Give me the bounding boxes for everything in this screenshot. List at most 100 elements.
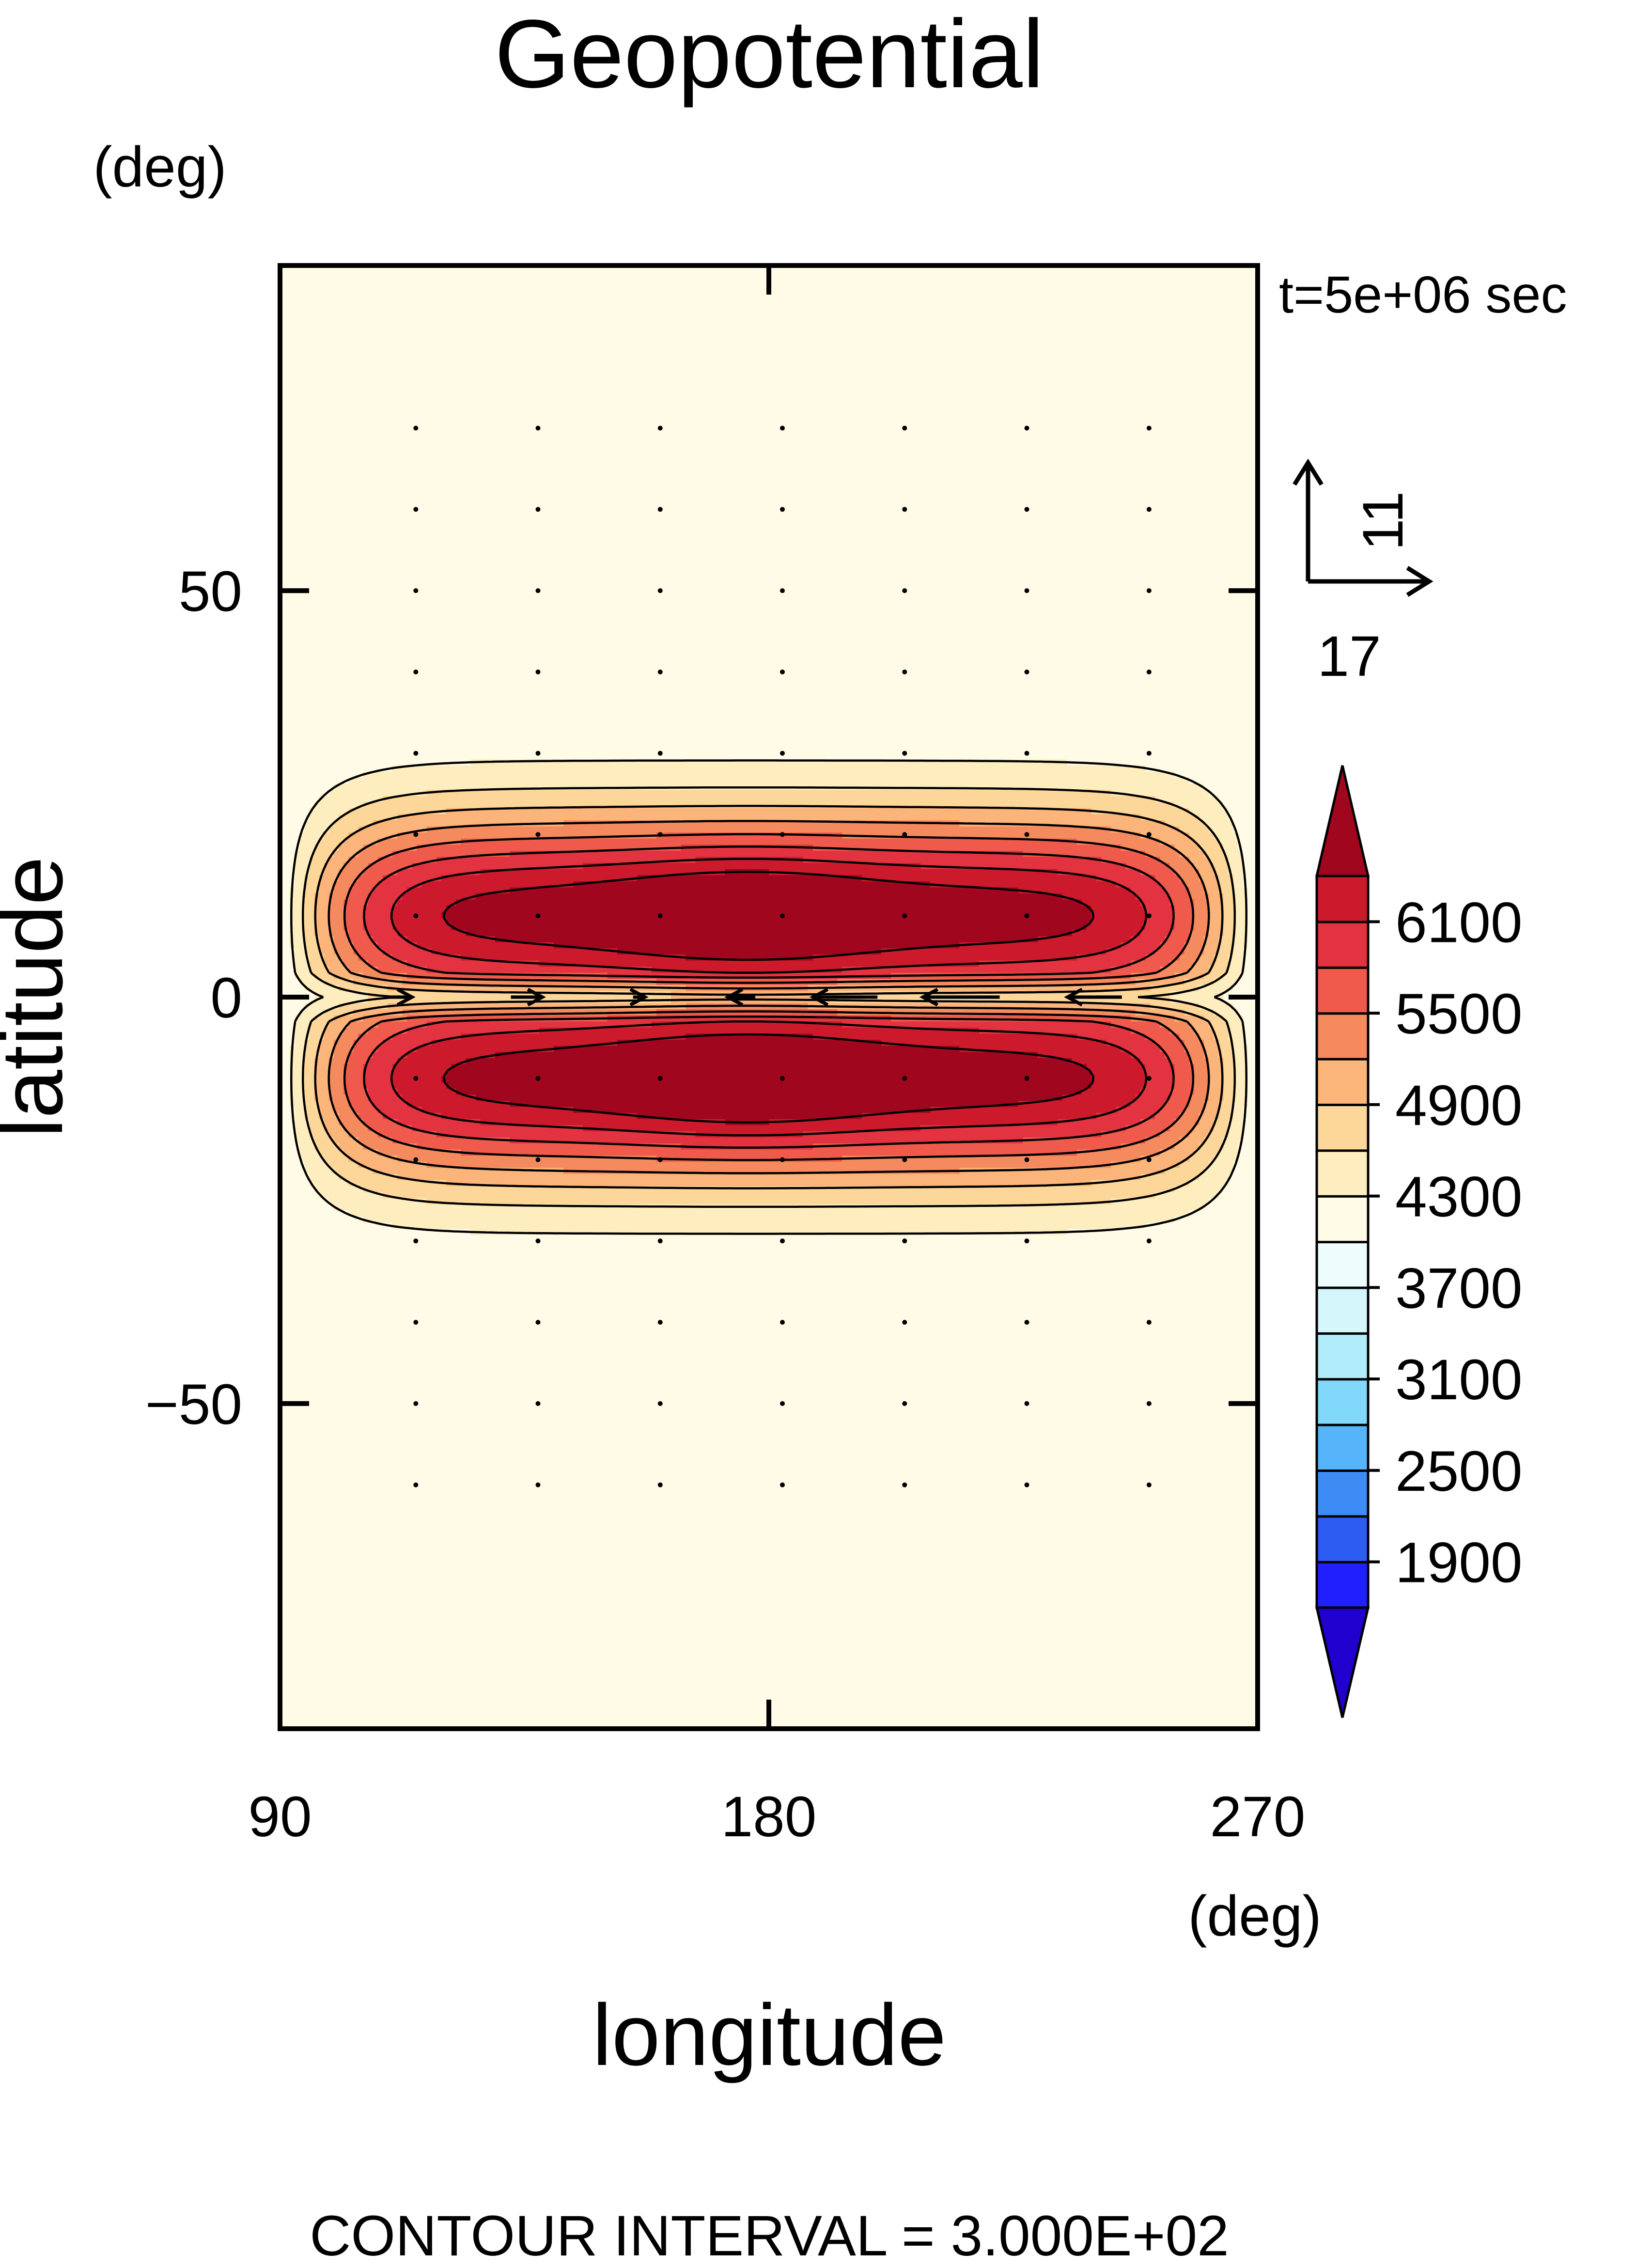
field-cell — [1199, 985, 1234, 992]
vector-point — [657, 1401, 663, 1406]
vector-point — [780, 507, 785, 512]
vector-arrowhead — [396, 987, 416, 1007]
field-cell — [358, 851, 393, 858]
field-cell — [280, 1436, 1258, 1443]
field-cell — [1233, 1107, 1244, 1113]
field-cell — [314, 918, 329, 924]
field-cell — [280, 1113, 296, 1120]
field-cell — [1165, 820, 1204, 827]
field-cell — [280, 790, 329, 797]
field-cell — [1169, 893, 1190, 900]
field-cell — [392, 954, 462, 961]
field-cell — [280, 814, 310, 821]
field-cell — [280, 875, 296, 882]
field-cell — [377, 881, 422, 888]
field-cell — [295, 1137, 315, 1144]
field-cell — [1199, 869, 1214, 876]
field-cell — [1111, 1198, 1209, 1205]
field-cell — [431, 948, 618, 955]
field-cell — [1243, 972, 1258, 980]
field-cell — [314, 972, 334, 980]
field-cell — [280, 924, 290, 931]
field-cell — [319, 1149, 344, 1156]
field-cell — [290, 1046, 305, 1053]
field-cell — [328, 1070, 344, 1077]
field-cell — [280, 418, 1258, 424]
field-cell — [353, 942, 378, 949]
field-cell — [353, 1046, 378, 1053]
field-cell — [1218, 948, 1234, 955]
vector-point — [413, 588, 419, 594]
field-cell — [280, 1040, 296, 1047]
field-cell — [1243, 1107, 1258, 1113]
field-cell — [1194, 960, 1214, 967]
field-cell — [280, 698, 1258, 705]
field-cell — [1238, 1149, 1258, 1156]
field-cell — [1174, 1217, 1258, 1223]
field-cell — [280, 1497, 1258, 1504]
vector-point — [1024, 750, 1029, 756]
field-cell — [407, 1052, 496, 1059]
field-cell — [319, 1046, 334, 1053]
field-cell — [1169, 1088, 1195, 1095]
y-tick-label: 0 — [210, 966, 242, 1030]
field-cell — [1204, 1040, 1219, 1047]
field-cell — [1184, 1040, 1204, 1047]
field-cell — [1145, 924, 1175, 931]
field-cell — [554, 1046, 960, 1053]
field-cell — [1169, 1125, 1195, 1132]
field-cell — [309, 857, 329, 863]
field-cell — [368, 863, 413, 870]
field-cell — [1228, 1131, 1244, 1138]
field-cell — [1174, 1082, 1195, 1089]
field-cell — [368, 893, 403, 900]
field-cell — [304, 1161, 329, 1169]
field-cell — [280, 692, 1258, 699]
field-cell — [304, 942, 320, 949]
field-cell — [392, 918, 447, 924]
field-cell — [1179, 875, 1200, 882]
field-cell — [1233, 1088, 1248, 1095]
contour-line — [302, 786, 1236, 1208]
vector-point — [1146, 1076, 1152, 1081]
field-cell — [1199, 1119, 1214, 1126]
field-cell — [280, 1521, 1258, 1528]
field-cell — [280, 613, 1258, 620]
field-cell — [280, 1296, 1258, 1302]
field-cell — [1111, 790, 1209, 797]
field-cell — [1174, 918, 1195, 924]
field-cell — [1247, 918, 1258, 924]
field-cell — [1086, 924, 1146, 931]
field-cell — [314, 911, 329, 919]
field-cell — [637, 1113, 862, 1120]
field-cell — [1160, 1107, 1185, 1113]
field-cell — [324, 1156, 349, 1162]
field-cell — [280, 1649, 1258, 1656]
vector-point — [535, 750, 541, 756]
colorbar-tick-label: 4300 — [1395, 1165, 1523, 1229]
field-cell — [1174, 869, 1200, 876]
field-cell — [1218, 1052, 1234, 1059]
field-cell — [1169, 960, 1195, 967]
vector-point — [535, 913, 541, 919]
field-cell — [334, 1052, 349, 1059]
field-cell — [461, 838, 1077, 845]
field-cell — [539, 1027, 980, 1034]
field-cell — [1086, 1064, 1146, 1071]
field-cell — [373, 1100, 408, 1108]
field-cell — [475, 893, 1063, 900]
y-tick-label: −50 — [145, 1373, 242, 1437]
field-cell — [861, 875, 1097, 882]
field-cell — [295, 851, 315, 858]
field-cell — [397, 1088, 457, 1095]
field-cell — [309, 863, 325, 870]
field-cell — [1130, 1052, 1166, 1059]
field-cell — [1243, 967, 1258, 973]
vector-point — [1146, 832, 1152, 837]
field-cell — [1130, 887, 1166, 894]
vector-point — [535, 1401, 541, 1406]
field-cell — [812, 1143, 1122, 1150]
vector-point — [780, 1482, 785, 1487]
field-cell — [1189, 1180, 1229, 1187]
field-cell — [314, 893, 329, 900]
